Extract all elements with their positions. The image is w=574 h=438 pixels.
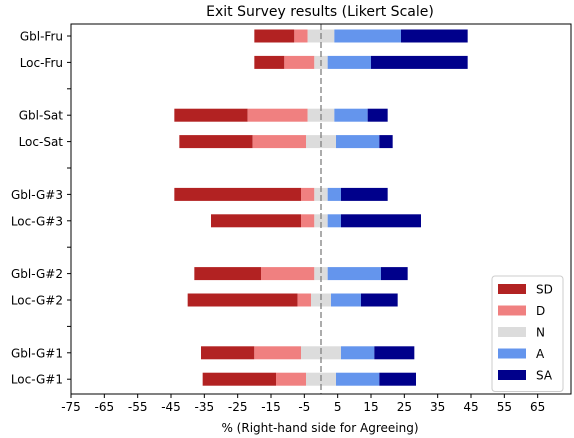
bar-Loc-Sat-D — [252, 135, 306, 149]
legend-label-SD: SD — [536, 283, 553, 297]
bar-Loc-G#1-D — [276, 372, 306, 386]
y-tick-label: Gbl-G#2 — [11, 267, 63, 281]
plot-frame — [70, 23, 572, 395]
legend-label-N: N — [536, 326, 545, 340]
y-tick-label: Gbl-G#3 — [11, 188, 63, 202]
x-tick-label: 15 — [363, 400, 378, 414]
bar-Gbl-G#2-SA — [381, 267, 408, 281]
legend-swatch-SD — [498, 284, 526, 294]
bar-Loc-Sat-SD — [179, 135, 253, 149]
legend-label-SA: SA — [536, 369, 553, 383]
legend: SD DNA SA — [491, 275, 564, 392]
legend-label-A: A — [536, 347, 545, 361]
bar-Loc-G#2-SA — [361, 293, 398, 307]
bar-Loc-Fru-A — [327, 55, 371, 69]
bar-Loc-G#1-SA — [379, 372, 416, 386]
y-tick-label: Loc-Sat — [19, 135, 64, 149]
bar-Gbl-G#1-A — [341, 346, 375, 360]
bar-Gbl-G#1-D — [254, 346, 301, 360]
legend-swatch-D — [498, 305, 526, 316]
x-tick-label: -5 — [298, 400, 310, 414]
chart-title: Exit Survey results (Likert Scale) — [206, 4, 434, 20]
y-tick-label: Loc-G#1 — [11, 373, 63, 387]
bar-Loc-Sat-A — [336, 135, 380, 149]
bar-Loc-G#2-D — [297, 293, 311, 307]
bar-Loc-G#1-A — [336, 372, 380, 386]
bar-Gbl-G#1-SD — [201, 346, 255, 360]
y-tick-label: Gbl-Sat — [19, 109, 64, 123]
bar-Gbl-G#3-SD — [174, 187, 301, 201]
bar-Gbl-G#3-D — [301, 187, 315, 201]
bar-Gbl-Fru-SD — [254, 29, 295, 43]
bar-Gbl-G#3-SA — [341, 187, 388, 201]
x-tick-label: 55 — [497, 400, 512, 414]
legend-swatch-A — [498, 348, 526, 359]
x-tick-label: -65 — [95, 400, 115, 414]
legend-box — [491, 275, 564, 392]
bar-Loc-G#3-N — [314, 214, 328, 228]
x-tick-label: -35 — [195, 400, 215, 414]
x-tick-label: 5 — [334, 400, 342, 414]
bar-Gbl-G#2-D — [261, 267, 315, 281]
bar-Gbl-Fru-A — [334, 29, 401, 43]
bar-Gbl-Fru-D — [294, 29, 308, 43]
x-tick-label: -55 — [128, 400, 148, 414]
bar-Loc-Fru-SA — [371, 55, 468, 69]
x-tick-label: -15 — [261, 400, 281, 414]
x-tick-label: 65 — [530, 400, 545, 414]
bar-Gbl-G#2-N — [314, 267, 328, 281]
bar-Gbl-G#1-SA — [374, 346, 415, 360]
y-tick-label: Loc-G#2 — [11, 294, 63, 308]
bar-Loc-G#3-SA — [341, 214, 421, 228]
y-tick-label: Loc-Fru — [20, 56, 63, 70]
y-tick-label: Gbl-G#1 — [11, 346, 63, 360]
bar-Gbl-G#2-SD — [194, 267, 261, 281]
x-tick-label: -45 — [161, 400, 181, 414]
bar-Loc-Fru-D — [284, 55, 315, 69]
bar-Gbl-Sat-A — [334, 108, 368, 122]
bar-Gbl-Fru-SA — [401, 29, 468, 43]
bar-Gbl-Sat-D — [247, 108, 308, 122]
legend-swatch-N — [498, 327, 526, 337]
x-tick-label: -25 — [228, 400, 248, 414]
bar-Loc-Sat-SA — [379, 135, 393, 149]
bar-Loc-Fru-SD — [254, 55, 285, 69]
bar-Loc-G#1-SD — [202, 372, 276, 386]
bar-Gbl-Sat-SA — [367, 108, 388, 122]
bar-Loc-G#2-A — [331, 293, 361, 307]
bar-Gbl-G#2-A — [327, 267, 381, 281]
y-tick-label: Gbl-Fru — [20, 30, 63, 44]
legend-swatch-SA — [498, 370, 526, 380]
y-axis: Gbl-Fru Loc-Fru Gbl-Sat Loc-Sat Gbl-G#3 Loc-G… — [11, 30, 71, 387]
x-axis-label: % (Right-hand side for Agreeing) — [221, 421, 418, 435]
bar-Gbl-Sat-SD — [174, 108, 248, 122]
bar-Loc-G#3-SD — [211, 214, 301, 228]
bar-Loc-G#2-SD — [187, 293, 298, 307]
x-tick-label: 45 — [463, 400, 478, 414]
x-axis: -75 -65 -55 -45 -35 -25 -15 -5 5 15 25 35 45 55 65 — [61, 394, 545, 414]
bar-Gbl-G#3-N — [314, 187, 328, 201]
x-tick-label: -75 — [61, 400, 81, 414]
y-tick-label: Loc-G#3 — [11, 214, 63, 228]
bars-layer — [174, 29, 468, 386]
x-tick-label: 25 — [397, 400, 412, 414]
bar-Gbl-G#3-A — [327, 187, 341, 201]
bar-Loc-G#3-A — [327, 214, 341, 228]
legend-label-D: D — [536, 304, 545, 318]
x-tick-label: 35 — [430, 400, 445, 414]
bar-Loc-G#3-D — [301, 214, 315, 228]
